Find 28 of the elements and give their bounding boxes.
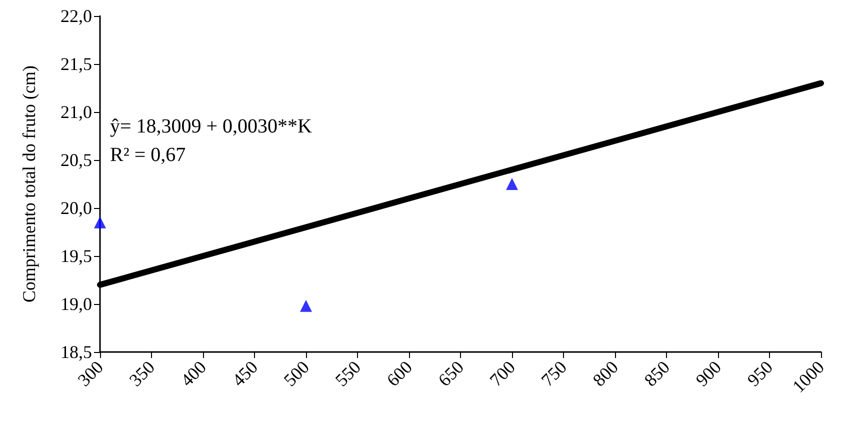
y-tick-label: 19,5	[60, 246, 92, 266]
y-tick-label: 19,0	[60, 294, 92, 314]
x-tick-label: 1000	[788, 356, 828, 397]
y-axis-title: Comprimento total do fruto (cm)	[19, 66, 39, 302]
x-tick-label: 950	[743, 356, 777, 390]
y-tick-label: 22,0	[60, 6, 92, 26]
y-tick-label: 20,0	[60, 198, 92, 218]
point	[300, 300, 312, 312]
y-tick-label: 20,5	[60, 150, 92, 170]
point	[94, 216, 106, 228]
x-tick-label: 850	[640, 356, 674, 390]
y-tick-label: 21,0	[60, 102, 92, 122]
x-tick-label: 350	[125, 356, 159, 390]
x-tick-label: 550	[331, 356, 365, 390]
annotation: ŷ= 18,3009 + 0,0030**K	[110, 115, 313, 138]
annotation: R² = 0,67	[110, 144, 186, 166]
x-tick-label: 700	[486, 356, 520, 390]
y-tick-label: 21,5	[60, 54, 92, 74]
x-tick-label: 600	[382, 356, 416, 390]
x-tick-label: 450	[228, 356, 262, 390]
x-tick-label: 400	[176, 356, 210, 390]
x-tick-label: 800	[588, 356, 622, 390]
x-tick-label: 500	[280, 356, 314, 390]
x-tick-label: 750	[537, 356, 571, 390]
x-tick-label: 900	[692, 356, 726, 390]
x-tick-label: 650	[434, 356, 468, 390]
point	[506, 178, 518, 190]
y-tick-label: 18,5	[60, 342, 92, 362]
